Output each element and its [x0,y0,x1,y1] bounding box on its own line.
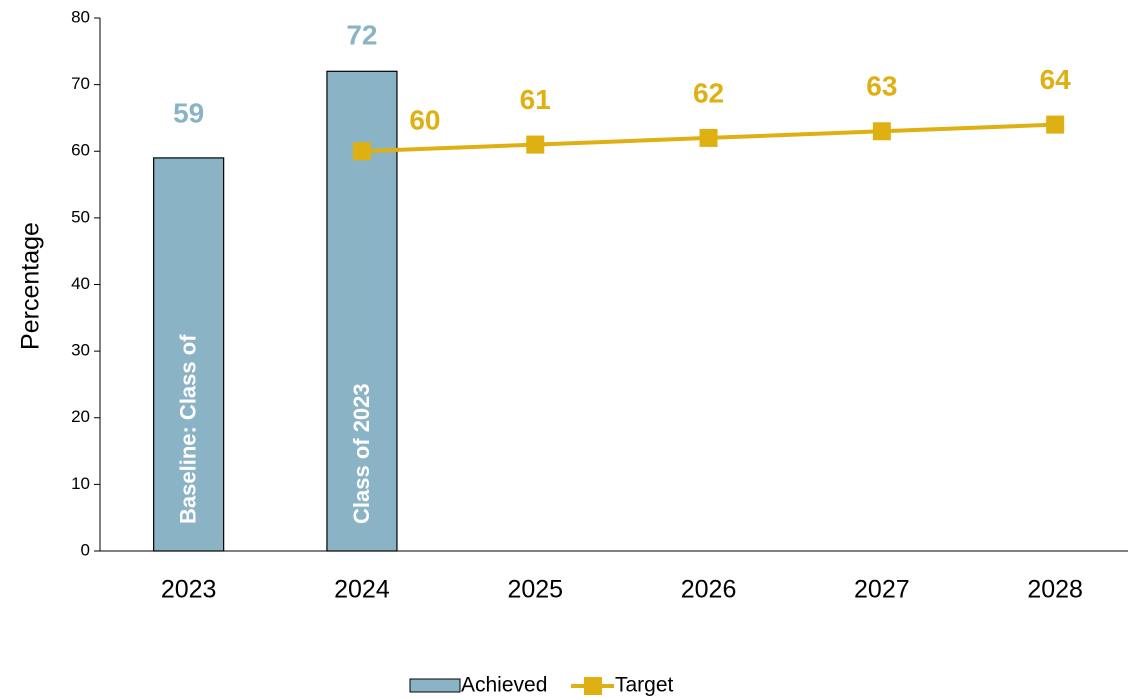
bar-value-label: 72 [346,20,377,51]
line-marker [1046,115,1065,134]
legend-label: Achieved [461,674,547,697]
bar-value-label: 59 [173,97,204,128]
legend-swatch [409,678,461,693]
line-value-label: 63 [866,71,897,102]
y-tick-label: 80 [71,7,90,26]
bar [153,157,225,552]
line-marker [526,135,545,154]
legend-label: Target [615,674,674,697]
x-tick-label: 2025 [507,576,563,604]
y-tick-label: 0 [81,540,90,559]
y-tick-label: 60 [71,141,90,160]
line-marker [872,122,891,141]
y-axis-title: Percentage [17,222,45,350]
legend-swatch [584,677,602,695]
x-tick-label: 2023 [161,576,217,604]
bar-inner-label: Class of 2023 [349,383,374,524]
line-marker [352,142,371,161]
x-tick-label: 2026 [681,576,737,604]
x-tick-label: 2027 [854,576,910,604]
y-tick-label: 30 [71,341,90,360]
x-tick-label: 2028 [1027,576,1083,604]
bar-inner-label: Baseline: Class of [175,334,200,524]
line-value-label: 61 [520,84,551,115]
y-tick-label: 20 [71,407,90,426]
y-tick-label: 10 [71,474,90,493]
line-value-label: 60 [409,105,440,136]
line-value-label: 62 [693,77,724,108]
line-marker [699,128,718,147]
y-tick-label: 40 [71,274,90,293]
y-tick-label: 50 [71,207,90,226]
line-value-label: 64 [1040,64,1072,95]
y-tick-label: 70 [71,74,90,93]
x-tick-label: 2024 [334,576,390,604]
